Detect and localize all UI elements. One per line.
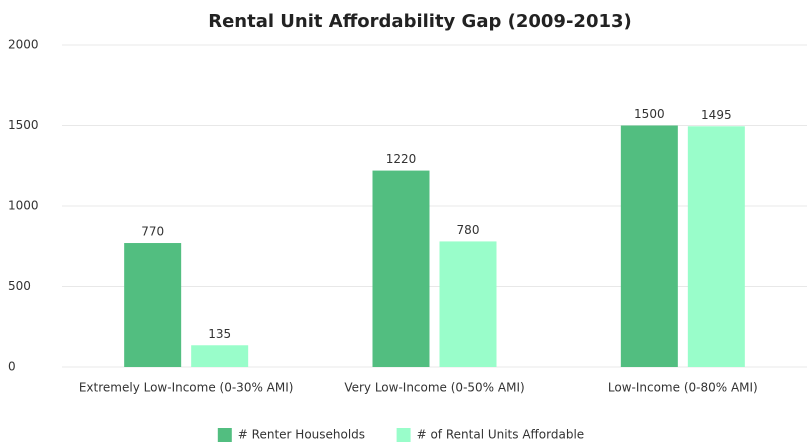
data-label: 1500	[634, 107, 665, 121]
bar	[439, 241, 497, 367]
legend-label: # Renter Households	[238, 428, 365, 442]
legend-label: # of Rental Units Affordable	[417, 428, 585, 442]
y-tick-label: 1000	[8, 199, 39, 213]
data-label: 780	[457, 223, 480, 237]
x-tick-label: Very Low-Income (0-50% AMI)	[344, 381, 524, 395]
x-tick-label: Low-Income (0-80% AMI)	[608, 381, 758, 395]
data-label: 770	[141, 225, 164, 239]
y-tick-label: 0	[8, 360, 16, 374]
bar	[687, 126, 745, 368]
data-label: 1220	[386, 152, 417, 166]
y-tick-label: 2000	[8, 38, 39, 52]
y-tick-label: 500	[8, 279, 31, 293]
data-label: 135	[208, 327, 231, 341]
x-tick-label: Extremely Low-Income (0-30% AMI)	[79, 381, 294, 395]
y-tick-label: 1500	[8, 118, 39, 132]
bar	[191, 345, 249, 367]
legend-swatch	[217, 428, 232, 442]
bar	[124, 243, 182, 367]
bar	[372, 170, 430, 367]
legend-swatch	[396, 428, 411, 442]
data-label: 1495	[701, 108, 732, 122]
bar	[620, 125, 678, 367]
chart-title: Rental Unit Affordability Gap (2009-2013…	[208, 11, 632, 32]
